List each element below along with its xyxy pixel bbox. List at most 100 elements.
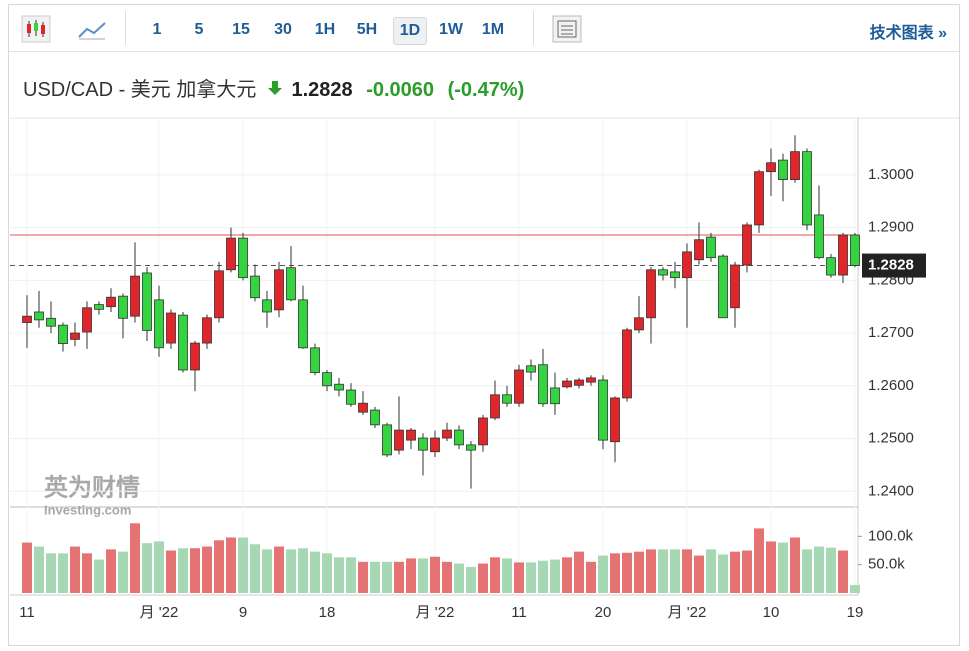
candle-body — [358, 402, 368, 413]
volume-bar — [190, 548, 200, 593]
interval-button[interactable]: 5 — [194, 21, 204, 38]
y-tick-label: 1.2600 — [868, 377, 914, 394]
candle-body — [718, 255, 728, 319]
volume-bar — [682, 549, 692, 593]
x-tick-label: 10 — [763, 604, 780, 621]
candle-body — [454, 429, 464, 446]
candle-body — [442, 429, 452, 439]
price: 1.2828 — [291, 79, 353, 101]
interval-button[interactable]: 1M — [481, 21, 505, 38]
volume-bar — [34, 546, 44, 593]
interval-button[interactable]: 1H — [314, 21, 336, 38]
volume-bar — [250, 544, 260, 593]
y-tick-label: 1.2700 — [868, 324, 914, 341]
interval-button[interactable]: 1D — [393, 17, 427, 45]
candle-body — [334, 383, 344, 391]
candle-body — [274, 269, 284, 311]
interval-button[interactable]: 1W — [439, 21, 463, 38]
candle-body — [58, 324, 68, 345]
candle-body — [238, 237, 248, 279]
volume-bar — [754, 528, 764, 593]
volume-bar — [430, 556, 440, 593]
volume-bar — [214, 540, 224, 593]
candle-body — [370, 409, 380, 426]
y-tick-label: 1.2500 — [868, 430, 914, 447]
volume-bar — [622, 552, 632, 593]
candle-body — [166, 312, 176, 344]
watermark-site: Investing.com — [44, 502, 131, 517]
y2-tick-label: 50.0k — [868, 556, 905, 573]
volume-bar — [154, 541, 164, 593]
candle-body — [754, 171, 764, 226]
volume-bar — [670, 549, 680, 593]
volume-bar — [814, 546, 824, 593]
candle-body — [142, 272, 152, 331]
candle-body — [46, 317, 56, 327]
x-tick-label: 11 — [511, 604, 527, 621]
line-icon[interactable] — [77, 17, 107, 41]
interval-button[interactable]: 30 — [274, 21, 292, 38]
candle-body — [190, 342, 200, 371]
interval-button[interactable]: 5H — [356, 21, 378, 38]
volume-bar — [838, 550, 848, 593]
volume-bar — [550, 559, 560, 593]
x-tick-label: 月 '22 — [668, 604, 707, 621]
candle-body — [478, 417, 488, 446]
volume-bar — [490, 557, 500, 593]
candle-body — [658, 269, 668, 276]
volume-bar — [334, 557, 344, 593]
watermark-brand: 英为财情 — [44, 474, 140, 501]
candle-body — [322, 372, 332, 387]
tech-chart-link[interactable]: 技术图表 » — [869, 25, 947, 42]
volume-bar — [478, 563, 488, 593]
candle-body — [538, 364, 548, 405]
volume-bar — [298, 548, 308, 593]
change-percent: (-0.47%) — [447, 79, 525, 101]
volume-bar — [730, 551, 740, 593]
candle-body — [610, 397, 620, 443]
last-price-label: 1.2828 — [868, 257, 914, 274]
volume-bar — [802, 549, 812, 593]
interval-button[interactable]: 15 — [232, 21, 250, 38]
volume-bar — [358, 561, 368, 593]
candle-body — [94, 304, 104, 310]
candle-body — [130, 275, 140, 317]
volume-bar — [466, 566, 476, 593]
volume-bar — [226, 537, 236, 593]
candle-icon[interactable] — [21, 15, 51, 43]
y-tick-label: 1.2900 — [868, 219, 914, 236]
candle-body — [514, 369, 524, 404]
candle-body — [622, 329, 632, 399]
volume-bar — [574, 551, 584, 593]
candle-body — [562, 380, 572, 388]
interval-button[interactable]: 1 — [152, 21, 162, 38]
candle-body — [802, 151, 812, 226]
candle-body — [814, 214, 824, 259]
volume-bar — [646, 549, 656, 593]
candle-body — [82, 307, 92, 333]
settings-icon[interactable] — [552, 15, 582, 43]
volume-bar — [526, 562, 536, 593]
candle-body — [346, 389, 356, 405]
volume-bar — [790, 537, 800, 593]
down-arrow — [267, 81, 282, 95]
y-tick-label: 1.2400 — [868, 482, 914, 499]
volume-bar — [514, 562, 524, 593]
candle-body — [382, 424, 392, 456]
volume-bar — [634, 551, 644, 593]
volume-bar — [406, 558, 416, 593]
volume-bar — [778, 542, 788, 593]
volume-bar — [586, 561, 596, 593]
volume-bar — [694, 555, 704, 593]
volume-bar — [262, 549, 272, 593]
candle-body — [106, 296, 116, 308]
candle-body — [286, 267, 296, 301]
volume-bar — [394, 561, 404, 593]
candle-body — [670, 271, 680, 279]
x-tick-label: 11 — [19, 604, 35, 621]
candle-body — [34, 311, 44, 321]
candle-body — [778, 159, 788, 180]
volume-bar — [346, 557, 356, 593]
candle-body — [226, 237, 236, 271]
